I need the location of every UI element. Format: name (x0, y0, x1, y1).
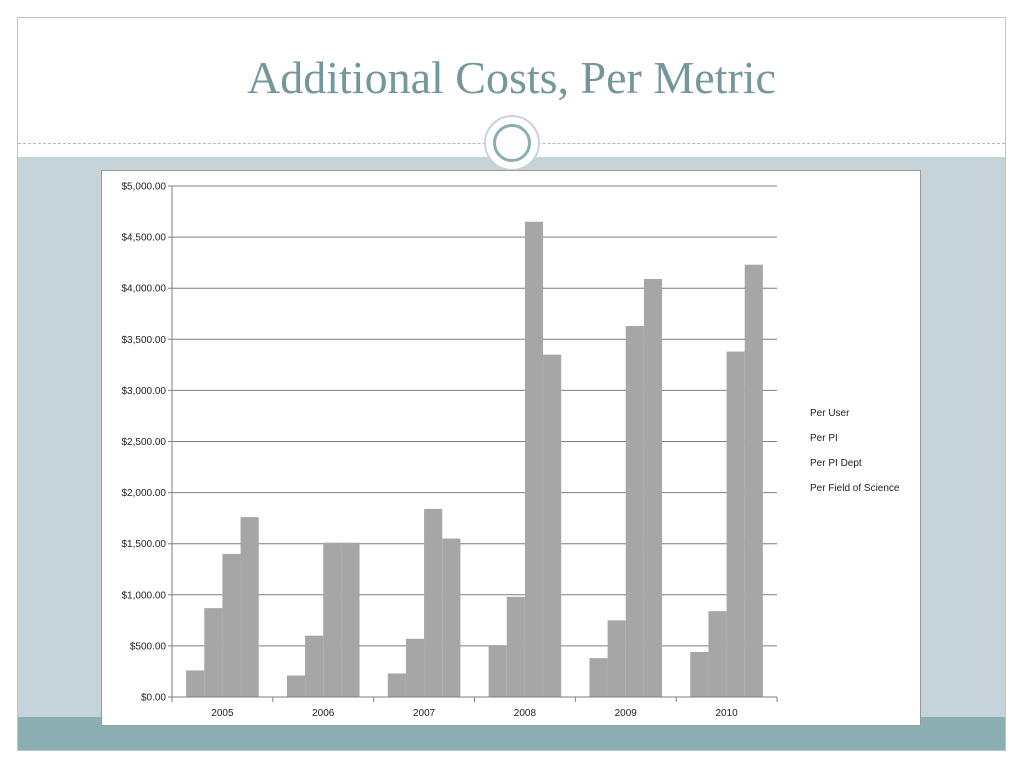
bar-2007-series-3 (442, 538, 461, 697)
bar-2007-series-0 (387, 673, 406, 697)
bar-2009-series-2 (625, 326, 644, 697)
bar-2008-series-1 (506, 596, 525, 697)
bar-2010-series-3 (744, 264, 763, 697)
legend-entry: Per PI Dept (810, 458, 862, 469)
bar-2005-series-1 (204, 608, 223, 697)
bar-2010-series-0 (690, 652, 709, 697)
y-tick-label: $1,500.00 (122, 539, 167, 550)
x-tick-label: 2007 (413, 708, 436, 719)
y-tick-label: $5,000.00 (122, 182, 167, 193)
bar-2007-series-2 (424, 508, 443, 697)
y-tick-label: $4,000.00 (122, 284, 167, 295)
legend-entry: Per Field of Science (810, 483, 900, 494)
bar-2005-series-0 (186, 670, 205, 697)
y-tick-label: $500.00 (130, 641, 167, 652)
chart-container: $0.00 $500.00 $1,000.00 $1,500.00 $2,000.00 $… (101, 170, 921, 726)
bar-2006-series-3 (341, 542, 360, 697)
y-tick-label: $3,000.00 (122, 386, 167, 397)
y-tick-label: $1,000.00 (122, 590, 167, 601)
y-tick-label: $3,500.00 (122, 335, 167, 346)
y-tick-label: $4,500.00 (122, 233, 167, 244)
y-tick-label: $2,000.00 (122, 488, 167, 499)
y-tick-label: $2,500.00 (122, 437, 167, 448)
bar-2008-series-0 (488, 645, 507, 697)
slide-title: Additional Costs, Per Metric (247, 52, 776, 103)
bar-chart: $0.00 $500.00 $1,000.00 $1,500.00 $2,000.00 $… (122, 182, 900, 720)
bar-2006-series-0 (286, 675, 306, 697)
bar-2009-series-1 (607, 620, 626, 697)
bar-2005-series-2 (222, 553, 241, 697)
bar-2008-series-3 (543, 354, 562, 697)
circle-ornament-icon (484, 115, 540, 171)
circle-ornament-inner (493, 124, 531, 162)
x-tick-label: 2005 (211, 708, 234, 719)
legend-entry: Per PI (810, 433, 838, 444)
bar-2009-series-3 (643, 279, 663, 697)
x-tick-label: 2006 (312, 708, 335, 719)
bar-2008-series-2 (524, 221, 544, 697)
bar-2006-series-2 (323, 542, 342, 697)
x-tick-label: 2009 (615, 708, 638, 719)
bar-2005-series-3 (240, 517, 259, 697)
bar-2006-series-1 (305, 635, 324, 697)
legend-entry: Per User (810, 408, 850, 419)
x-tick-label: 2010 (715, 708, 738, 719)
bar-2010-series-1 (708, 611, 727, 697)
slide: Additional Costs, Per Metric $0.00 $500.0… (17, 17, 1006, 751)
bar-2009-series-0 (589, 658, 608, 697)
bar-2007-series-1 (405, 638, 425, 697)
y-tick-label: $0.00 (141, 693, 166, 704)
x-tick-label: 2008 (514, 708, 537, 719)
bar-2010-series-2 (726, 351, 745, 697)
